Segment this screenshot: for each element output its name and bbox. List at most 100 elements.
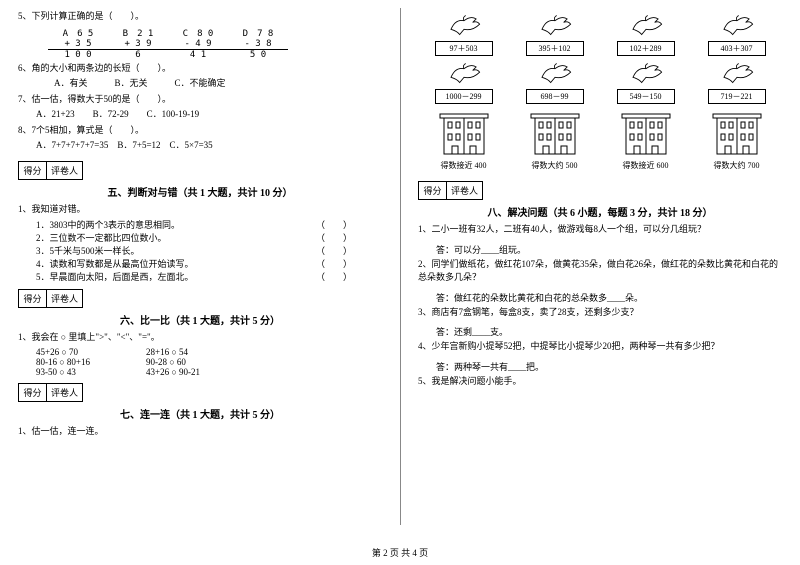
- building-item: 得数接近 400: [438, 112, 490, 171]
- bird-label: 1000－299: [435, 89, 493, 104]
- bird-row-1: 97＋503 395＋102 102＋289 403＋307: [418, 12, 782, 56]
- sec8-q5: 5、我是解决问题小能手。: [418, 375, 782, 389]
- bird-row-2: 1000－299 698－99 549－150 719－221: [418, 60, 782, 104]
- building-icon: [711, 112, 763, 156]
- building-label: 得数大约 500: [529, 160, 581, 171]
- sec8-a2: 答：做红花的朵数比黄花和白花的总朵数多____朵。: [436, 291, 782, 304]
- section-8-title: 八、解决问题（共 6 小题，每题 3 分，共计 18 分）: [418, 204, 782, 219]
- bird-item: 97＋503: [418, 12, 509, 56]
- q5-head-b: B 2 1: [108, 26, 168, 39]
- sec6-lead: 1、我会在 ○ 里填上">"、"<"、"="。: [18, 331, 382, 345]
- dove-icon: [537, 12, 573, 38]
- q5-op-c: - 4 9: [168, 39, 228, 50]
- bird-label: 102＋289: [617, 41, 675, 56]
- cmp-1b: 28+16 ○ 54: [146, 347, 256, 357]
- bird-item: 1000－299: [418, 60, 509, 104]
- q5-heads: A 6 5 B 2 1 C 8 0 D 7 8: [18, 26, 382, 39]
- sec5-item-1: 1．3803中的两个3表示的意思相同。 （ ）: [18, 218, 382, 231]
- score-label: 得分: [19, 290, 47, 307]
- q5-res-d: 5 0: [228, 50, 288, 60]
- score-box-7: 得分 评卷人: [18, 383, 83, 402]
- q8-opts: A．7+7+7+7+7=35 B．7+5=12 C．5×7=35: [18, 139, 382, 153]
- building-item: 得数接近 600: [620, 112, 672, 171]
- grader-label: 评卷人: [447, 182, 482, 199]
- score-box-6: 得分 评卷人: [18, 289, 83, 308]
- sec7-lead: 1、估一估，连一连。: [18, 425, 382, 439]
- sec5-item-5: 5．早晨面向太阳，后面是西，左面北。（ ）: [18, 270, 382, 283]
- sec8-a1: 答：可以分____组玩。: [436, 243, 782, 256]
- cmp-3a: 93-50 ○ 43: [36, 367, 146, 377]
- sec8-q1: 1、二小一班有32人，二班有40人，做游戏每8人一个组，可以分几组玩？: [418, 223, 782, 237]
- q5-op-d: - 3 8: [228, 39, 288, 50]
- bird-item: 403＋307: [691, 12, 782, 56]
- q5-op-b: + 3 9: [108, 39, 168, 50]
- cmp-3b: 43+26 ○ 90-21: [146, 367, 256, 377]
- sec6-row3: 93-50 ○ 4343+26 ○ 90-21: [18, 367, 382, 377]
- building-item: 得数大约 700: [711, 112, 763, 171]
- page-footer: 第 2 页 共 4 页: [0, 546, 800, 559]
- building-label: 得数大约 700: [711, 160, 763, 171]
- dove-icon: [719, 12, 755, 38]
- paren: （ ）: [316, 244, 352, 257]
- q6-opts: A．有关 B．无关 C．不能确定: [18, 77, 382, 91]
- bird-label: 403＋307: [708, 41, 766, 56]
- sec8-q3: 3、商店有7盒钢笔，每盒8支，卖了28支，还剩多少支？: [418, 306, 782, 320]
- score-label: 得分: [419, 182, 447, 199]
- cmp-2b: 90-28 ○ 60: [146, 357, 256, 367]
- dove-icon: [446, 12, 482, 38]
- bird-label: 549－150: [617, 89, 675, 104]
- sec8-a4: 答：两种琴一共有____把。: [436, 360, 782, 373]
- bird-item: 395＋102: [509, 12, 600, 56]
- q5-res-a: 1 0 0: [48, 50, 108, 60]
- dove-icon: [719, 60, 755, 86]
- score-box-8: 得分 评卷人: [418, 181, 483, 200]
- dove-icon: [628, 60, 664, 86]
- dove-icon: [628, 12, 664, 38]
- q8-stem: 8、7个5相加，算式是（ ）。: [18, 124, 382, 138]
- bird-label: 719－221: [708, 89, 766, 104]
- sec5-item-4: 4．读数和写数都是从最高位开始读写。 （ ）: [18, 257, 382, 270]
- paren: （ ）: [316, 257, 352, 270]
- q5-stem: 5、下列计算正确的是（ ）。: [18, 10, 382, 24]
- section-6-title: 六、比一比（共 1 大题，共计 5 分）: [18, 312, 382, 327]
- building-icon: [438, 112, 490, 156]
- sec8-q2: 2、同学们做纸花，做红花107朵，做黄花35朵，做白花26朵，做红花的朵数比黄花…: [418, 258, 782, 285]
- sec6-row1: 45+26 ○ 7028+16 ○ 54: [18, 347, 382, 357]
- sec8-q4: 4、少年宫新购小提琴52把，中提琴比小提琴少20把，两种琴一共有多少把？: [418, 340, 782, 354]
- paren: （ ）: [316, 231, 352, 244]
- q5-results: 1 0 0 6 4 1 5 0: [18, 50, 382, 60]
- paren: （ ）: [316, 218, 352, 231]
- right-column: 97＋503 395＋102 102＋289 403＋307 1000－299 …: [400, 0, 800, 565]
- bird-label: 698－99: [526, 89, 584, 104]
- sec8-a3: 答：还剩____支。: [436, 325, 782, 338]
- building-label: 得数接近 400: [438, 160, 490, 171]
- paren: （ ）: [316, 270, 352, 283]
- sec5-item-2: 2．三位数不一定都比四位数小。（ ）: [18, 231, 382, 244]
- cmp-1a: 45+26 ○ 70: [36, 347, 146, 357]
- building-item: 得数大约 500: [529, 112, 581, 171]
- score-box-5: 得分 评卷人: [18, 161, 83, 180]
- bird-item: 549－150: [600, 60, 691, 104]
- q5-head-d: D 7 8: [228, 26, 288, 39]
- cmp-2a: 80-16 ○ 80+16: [36, 357, 146, 367]
- grader-label: 评卷人: [47, 162, 82, 179]
- section-7-title: 七、连一连（共 1 大题，共计 5 分）: [18, 406, 382, 421]
- q5-ops: + 3 5 + 3 9 - 4 9 - 3 8: [18, 39, 382, 50]
- sec5-lead: 1、我知道对错。: [18, 203, 382, 217]
- q5-res-b: 6: [108, 50, 168, 60]
- q5-res-c: 4 1: [168, 50, 228, 60]
- building-row: 得数接近 400 得数大约 500 得数接近 600 得数大约 700: [418, 112, 782, 171]
- score-label: 得分: [19, 162, 47, 179]
- q7-opts: A．21+23 B．72-29 C．100-19-19: [18, 108, 382, 122]
- left-column: 5、下列计算正确的是（ ）。 A 6 5 B 2 1 C 8 0 D 7 8 +…: [0, 0, 400, 565]
- bird-item: 719－221: [691, 60, 782, 104]
- q5-op-a: + 3 5: [48, 39, 108, 50]
- grader-label: 评卷人: [47, 290, 82, 307]
- section-5-title: 五、判断对与错（共 1 大题，共计 10 分）: [18, 184, 382, 199]
- building-icon: [620, 112, 672, 156]
- building-icon: [529, 112, 581, 156]
- sec5-i1-text: 1．3803中的两个3表示的意思相同。: [36, 218, 180, 231]
- sec5-i4-text: 4．读数和写数都是从最高位开始读写。: [36, 257, 194, 270]
- q5-head-a: A 6 5: [48, 26, 108, 39]
- score-label: 得分: [19, 384, 47, 401]
